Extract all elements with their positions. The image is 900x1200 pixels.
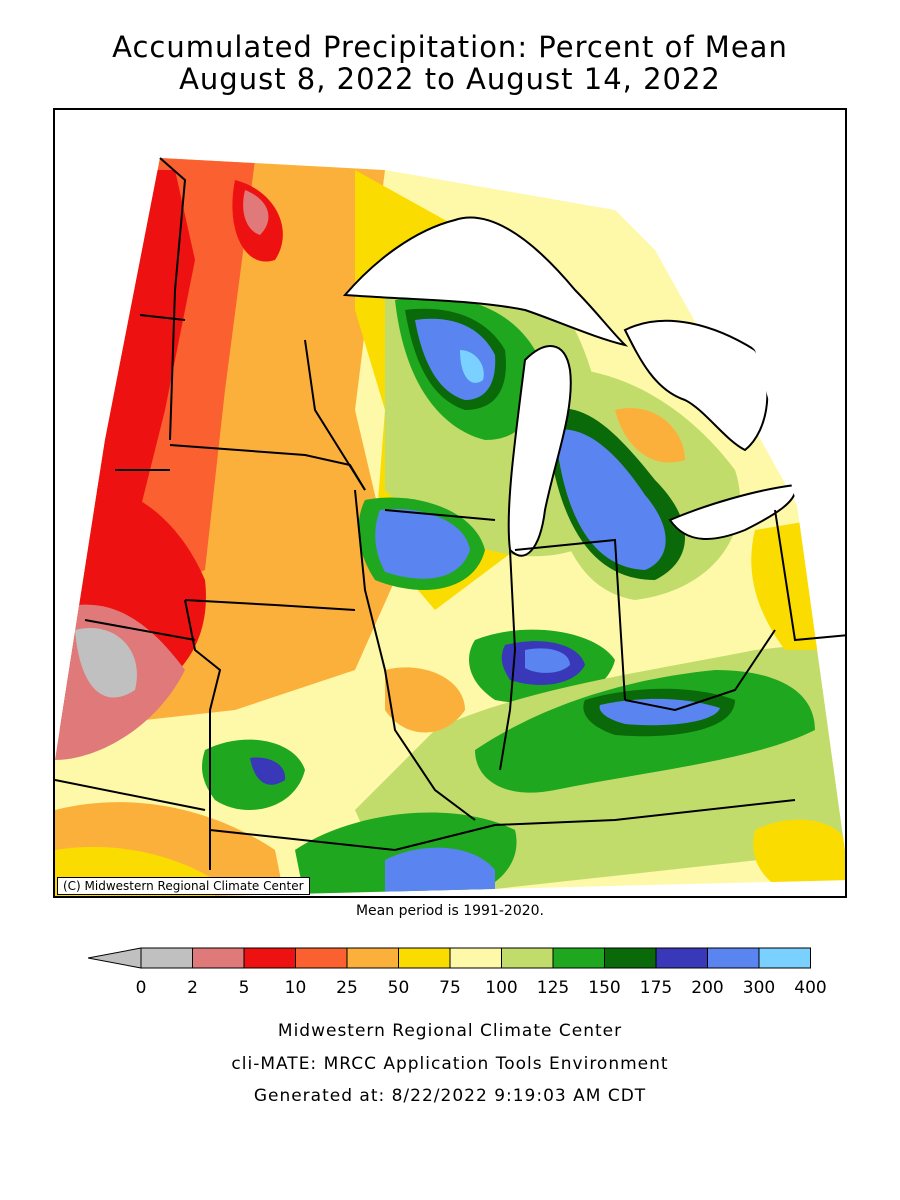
legend-tick-label: 300 — [743, 978, 775, 998]
legend-swatch — [449, 947, 502, 969]
legend-swatch — [346, 947, 399, 969]
legend-swatch — [192, 947, 245, 969]
footer-organization: Midwestern Regional Climate Center — [277, 1021, 623, 1041]
boundary-ia-mo — [184, 599, 356, 611]
field-blue-il — [525, 648, 570, 673]
legend-swatch — [758, 947, 811, 969]
map-canvas — [55, 110, 845, 896]
boundary-nd-mn — [159, 157, 187, 441]
copyright-label: (C) Midwestern Regional Climate Center — [57, 877, 310, 895]
color-legend: 0 2 5 10 25 50 75 100 125 150 175 200 300 400 — [88, 947, 827, 998]
field-yellow-se — [753, 819, 845, 885]
boundary-southern — [209, 799, 796, 852]
legend-tick-label: 50 — [388, 978, 410, 998]
legend-tick-label: 5 — [239, 978, 250, 998]
legend-swatch — [398, 947, 451, 969]
boundary-ohio-river — [624, 629, 776, 712]
field-gray — [75, 628, 137, 698]
legend-tick-label: 200 — [691, 978, 723, 998]
footer-generated-time: Generated at: 8/22/2022 9:19:03 AM CDT — [253, 1086, 647, 1106]
legend-labels: 0 2 5 10 25 50 75 100 125 150 175 200 300 400 — [136, 978, 827, 998]
lake-huron — [623, 319, 769, 452]
boundary-ks-ok — [55, 779, 206, 811]
field-pink-north — [243, 190, 269, 235]
field-green-mo — [202, 739, 305, 810]
boundary-in-oh — [514, 538, 626, 701]
legend-tick-label: 75 — [439, 978, 461, 998]
field-cyan-wi — [460, 350, 484, 383]
lake-michigan — [507, 345, 572, 557]
boundary-oh-pa — [774, 509, 845, 642]
legend-tick-label: 175 — [640, 978, 672, 998]
legend-swatch — [707, 947, 760, 969]
field-blue-ia — [375, 509, 470, 579]
field-orange-in — [385, 667, 465, 733]
boundary-il-west — [354, 489, 476, 821]
legend-swatch — [552, 947, 605, 969]
field-darkblue-mo — [250, 757, 286, 785]
legend-swatch — [243, 947, 296, 969]
legend-swatch — [604, 947, 657, 969]
great-lakes — [342, 216, 797, 557]
legend-tick-label: 10 — [285, 978, 307, 998]
legend-swatch — [655, 947, 708, 969]
state-boundaries — [55, 157, 845, 870]
boundary-mo-west — [184, 599, 222, 870]
boundary-mn-wi — [304, 339, 366, 491]
legend-tick-label: 2 — [187, 978, 198, 998]
legend-arrow — [88, 947, 142, 969]
legend-swatch — [295, 947, 348, 969]
boundary-wi-il — [384, 509, 496, 521]
field-orange-mi — [615, 408, 685, 463]
legend-tick-label: 25 — [336, 978, 358, 998]
precipitation-map: (C) Midwestern Regional Climate Center — [53, 108, 847, 898]
legend-tick-label: 150 — [588, 978, 620, 998]
boundary-il-in — [499, 549, 517, 771]
footer-tool-name: cli-MATE: MRCC Application Tools Environ… — [231, 1054, 669, 1074]
legend-swatch — [140, 947, 193, 969]
canada-area — [225, 110, 845, 505]
map-subtitle: August 8, 2022 to August 14, 2022 — [179, 62, 721, 96]
mean-period-note: Mean period is 1991-2020. — [355, 903, 545, 919]
field-blue-south — [385, 847, 495, 896]
field-blue-mi — [555, 429, 666, 570]
legend-swatch — [501, 947, 554, 969]
legend-tick-label: 100 — [485, 978, 517, 998]
map-title: Accumulated Precipitation: Percent of Me… — [112, 30, 788, 64]
boundary-ne-ks — [84, 619, 196, 641]
legend-tick-label: 0 — [136, 978, 147, 998]
boundary-sd-nd — [139, 314, 186, 321]
lake-erie — [668, 483, 797, 540]
legend-tick-label: 125 — [537, 978, 569, 998]
legend-boxes — [88, 947, 811, 969]
legend-tick-label: 400 — [794, 978, 826, 998]
lake-superior — [342, 216, 629, 347]
